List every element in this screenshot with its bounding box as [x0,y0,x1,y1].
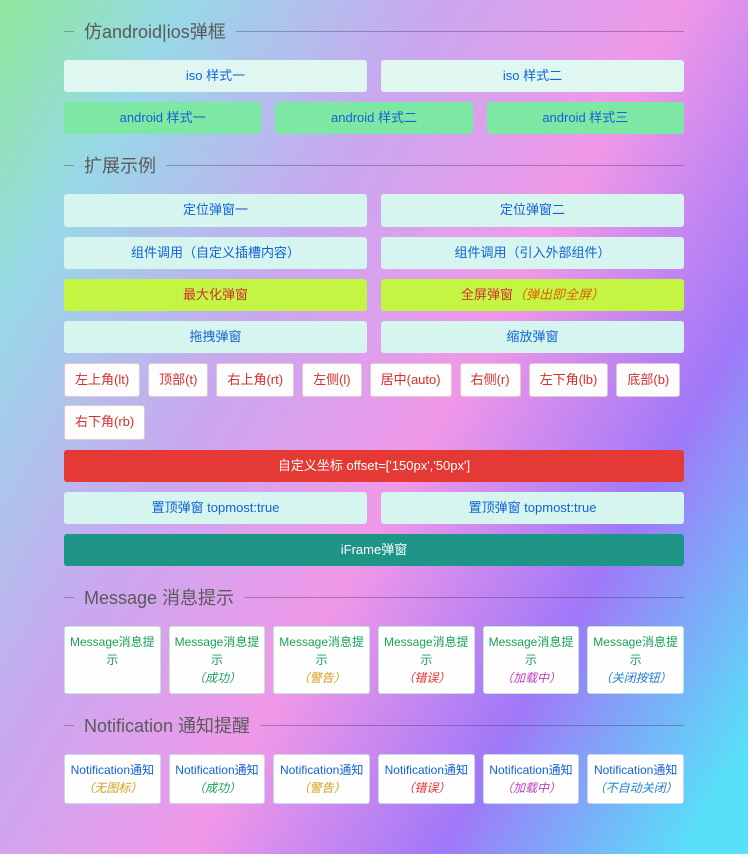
button-label: 最大化弹窗 [183,287,248,302]
notification-label: Notification通知 [594,763,677,777]
section-title: Message 消息提示 [84,584,234,610]
row-android: android 样式一 android 样式二 android 样式三 [64,102,684,134]
iframe-popup-button[interactable]: iFrame弹窗 [64,534,684,566]
message-label-line1: Message消息提 [67,633,158,651]
position-button-3[interactable]: 左侧(l) [302,363,362,397]
android-style-2-button[interactable]: android 样式二 [275,102,472,134]
message-sub: （关闭按钮） [600,671,672,685]
notification-label: Notification通知 [71,763,154,777]
message-label-line1: Message消息提 [172,633,263,651]
component-external-button[interactable]: 组件调用（引入外部组件） [381,237,684,269]
notification-grid: Notification通知（无图标）Notification通知（成功）Not… [64,754,684,804]
ios-style-1-button[interactable]: iso 样式一 [64,60,367,92]
position-button-6[interactable]: 左下角(lb) [529,363,609,397]
row-topmost: 置顶弹窗 topmost:true 置顶弹窗 topmost:true [64,492,684,524]
message-label-line1: Message消息提 [276,633,367,651]
notification-button-4[interactable]: Notification通知 （加载中） [483,754,580,804]
position-button-7[interactable]: 底部(b) [616,363,680,397]
message-button-3[interactable]: Message消息提示（错误） [378,626,475,694]
message-button-4[interactable]: Message消息提示（加载中） [483,626,580,694]
section-header-notification: Notification 通知提醒 [64,712,684,738]
divider [64,31,74,32]
message-label-line1: Message消息提 [486,633,577,651]
section-header-mobile: 仿android|ios弹框 [64,18,684,44]
notification-sub: （成功） [193,781,241,795]
position-button-2[interactable]: 右上角(rt) [216,363,294,397]
position-button-4[interactable]: 居中(auto) [370,363,452,397]
section-header-message: Message 消息提示 [64,584,684,610]
message-button-0[interactable]: Message消息提示 [64,626,161,694]
component-slot-button[interactable]: 组件调用（自定义插槽内容） [64,237,367,269]
row-offset: 自定义坐标 offset=['150px','50px'] [64,450,684,482]
maximize-popup-button[interactable]: 最大化弹窗 [64,279,367,311]
divider [166,165,684,166]
row-iframe: iFrame弹窗 [64,534,684,566]
notification-sub: （无图标） [82,781,142,795]
notification-button-5[interactable]: Notification通知 （不自动关闭） [587,754,684,804]
message-button-1[interactable]: Message消息提示（成功） [169,626,266,694]
message-sub: （警告） [298,671,346,685]
button-label: 全屏弹窗 [461,287,513,302]
position-button-5[interactable]: 右侧(r) [460,363,521,397]
notification-sub: （加载中） [501,781,561,795]
notification-button-1[interactable]: Notification通知 （成功） [169,754,266,804]
notification-sub: （错误） [402,781,450,795]
section-title: 仿android|ios弹框 [84,18,226,44]
notification-sub: （不自动关闭） [594,781,678,795]
row-scale: 拖拽弹窗 缩放弹窗 [64,321,684,353]
fullscreen-popup-button[interactable]: 全屏弹窗（弹出即全屏） [381,279,684,311]
divider [236,31,684,32]
divider [64,165,74,166]
row-ios: iso 样式一 iso 样式二 [64,60,684,92]
message-sub: （错误） [402,671,450,685]
zoom-popup-button[interactable]: 缩放弹窗 [381,321,684,353]
locate-popup-2-button[interactable]: 定位弹窗二 [381,194,684,226]
position-button-8[interactable]: 右下角(rb) [64,405,145,439]
message-label-line1: Message消息提 [381,633,472,651]
notification-sub: （警告） [298,781,346,795]
android-style-3-button[interactable]: android 样式三 [487,102,684,134]
topmost-popup-1-button[interactable]: 置顶弹窗 topmost:true [64,492,367,524]
row-positions: 左上角(lt)顶部(t)右上角(rt)左侧(l)居中(auto)右侧(r)左下角… [64,363,684,439]
page: 仿android|ios弹框 iso 样式一 iso 样式二 android 样… [64,18,684,854]
divider [64,597,74,598]
message-button-2[interactable]: Message消息提示（警告） [273,626,370,694]
divider [260,725,684,726]
drag-popup-button[interactable]: 拖拽弹窗 [64,321,367,353]
position-button-0[interactable]: 左上角(lt) [64,363,140,397]
message-label-line1: Message消息提 [590,633,681,651]
notification-label: Notification通知 [280,763,363,777]
section-header-extend: 扩展示例 [64,152,684,178]
notification-button-0[interactable]: Notification通知 （无图标） [64,754,161,804]
notification-button-3[interactable]: Notification通知 （错误） [378,754,475,804]
divider [244,597,684,598]
notification-label: Notification通知 [489,763,572,777]
section-title: 扩展示例 [84,152,156,178]
row-lime: 最大化弹窗 全屏弹窗（弹出即全屏） [64,279,684,311]
notification-label: Notification通知 [175,763,258,777]
message-button-5[interactable]: Message消息提示（关闭按钮） [587,626,684,694]
locate-popup-1-button[interactable]: 定位弹窗一 [64,194,367,226]
message-sub: （加载中） [501,671,561,685]
android-style-1-button[interactable]: android 样式一 [64,102,261,134]
ios-style-2-button[interactable]: iso 样式二 [381,60,684,92]
divider [64,725,74,726]
message-sub: （成功） [193,671,241,685]
message-grid: Message消息提示Message消息提示（成功）Message消息提示（警告… [64,626,684,694]
notification-button-2[interactable]: Notification通知 （警告） [273,754,370,804]
section-title: Notification 通知提醒 [84,712,250,738]
notification-label: Notification通知 [385,763,468,777]
topmost-popup-2-button[interactable]: 置顶弹窗 topmost:true [381,492,684,524]
position-button-1[interactable]: 顶部(t) [148,363,208,397]
button-accent: （弹出即全屏） [513,287,604,302]
row-component: 组件调用（自定义插槽内容） 组件调用（引入外部组件） [64,237,684,269]
row-locate: 定位弹窗一 定位弹窗二 [64,194,684,226]
custom-offset-button[interactable]: 自定义坐标 offset=['150px','50px'] [64,450,684,482]
